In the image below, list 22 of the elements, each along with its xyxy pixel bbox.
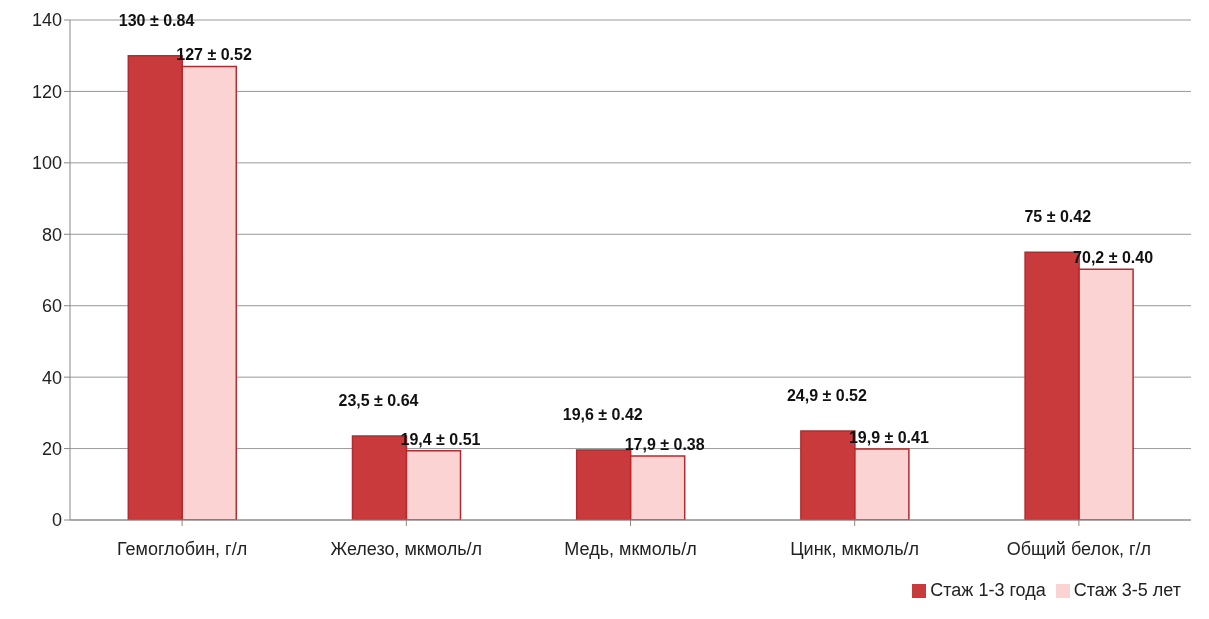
data-label: 19,6 ± 0.42 — [562, 406, 643, 423]
data-label: 17,9 ± 0.38 — [624, 436, 705, 454]
data-label: 23,5 ± 0.64 — [338, 392, 419, 410]
x-tick-label: Медь, мкмоль/л — [564, 538, 697, 559]
legend-label: Стаж 1-3 года — [930, 580, 1046, 600]
y-tick-label: 0 — [51, 510, 62, 531]
data-label: 130 ± 0.84 — [118, 11, 195, 29]
y-tick-label: 40 — [41, 367, 62, 388]
x-tick-label: Гемоглобин, г/л — [117, 538, 248, 559]
y-tick-label: 20 — [41, 438, 62, 459]
data-label: 75 ± 0.42 — [1024, 208, 1092, 226]
y-tick-label: 80 — [41, 224, 62, 245]
data-label: 127 ± 0.52 — [176, 46, 252, 64]
y-tick-label: 100 — [31, 153, 62, 174]
x-tick-label: Железо, мкмоль/л — [330, 538, 483, 559]
data-label: 24,9 ± 0.52 — [786, 387, 867, 405]
y-tick-label: 120 — [31, 81, 62, 102]
legend-label: Стаж 3-5 лет — [1073, 580, 1181, 600]
y-tick-label: 60 — [41, 296, 62, 317]
y-tick-label: 140 — [31, 10, 62, 31]
x-tick-label: Общий белок, г/л — [1006, 538, 1152, 559]
x-tick-label: Цинк, мкмоль/л — [790, 538, 920, 559]
